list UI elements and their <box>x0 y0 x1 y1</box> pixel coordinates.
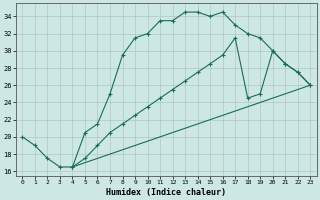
X-axis label: Humidex (Indice chaleur): Humidex (Indice chaleur) <box>106 188 226 197</box>
